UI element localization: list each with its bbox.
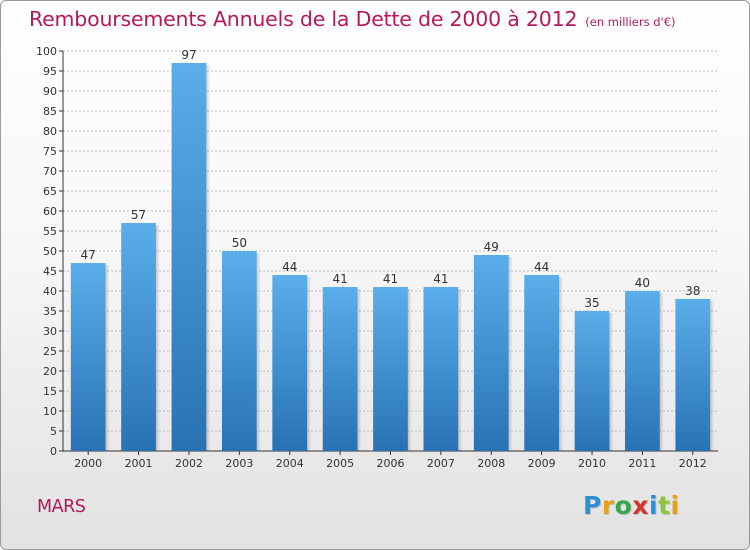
logo-letter: i [649,491,659,520]
y-tick-label: 80 [43,125,57,138]
bar-shadow [256,253,261,451]
y-tick-label: 60 [43,205,57,218]
x-tick-label: 2007 [427,457,455,470]
bar-shadow [609,313,614,451]
y-tick-label: 35 [43,305,57,318]
bar-shadow [307,277,312,451]
bar-shadow [105,265,110,451]
y-tick-label: 100 [36,45,57,58]
logo-letter: x [632,491,649,520]
bars: 47 57 97 50 44 41 41 41 49 44 35 40 38 [70,48,715,451]
x-tick-label: 2011 [628,457,656,470]
y-axis-ticks: 0 5 10 15 20 25 30 35 40 45 50 55 60 65 70 75 80 85 90 95 10… [36,45,63,458]
bar-value-label: 44 [534,260,549,274]
bar-value-label: 41 [383,272,398,286]
bar [473,255,509,451]
bar-value-label: 41 [332,272,347,286]
y-tick-label: 20 [43,365,57,378]
y-tick-label: 15 [43,385,57,398]
y-tick-label: 75 [43,145,57,158]
chart-unit-note: (en milliers d'€) [585,15,676,29]
x-tick-label: 2002 [175,457,203,470]
logo-letter: P [583,491,602,520]
bar-value-label: 49 [484,240,499,254]
y-tick-label: 25 [43,345,57,358]
chart-title-text: Remboursements Annuels de la Dette de 20… [29,7,578,31]
bar-value-label: 41 [433,272,448,286]
x-tick-label: 2004 [276,457,304,470]
x-tick-label: 2009 [528,457,556,470]
bar-value-label: 40 [635,276,650,290]
bar-value-label: 44 [282,260,297,274]
bar [625,291,660,451]
y-tick-label: 65 [43,185,57,198]
bar-value-label: 47 [81,248,96,262]
bar-shadow [458,289,463,451]
x-axis-ticks: 2000 2001 2002 2003 2004 2005 2006 2007 2008 2009… [74,451,707,470]
commune-name: MARS [37,497,86,517]
bar [423,287,459,451]
y-tick-label: 90 [43,85,57,98]
bar-value-label: 50 [232,236,247,250]
bar-shadow [357,289,362,451]
bar [524,275,560,451]
bar-value-label: 97 [181,48,196,62]
bar-shadow [155,225,160,451]
chart-title: Remboursements Annuels de la Dette de 20… [29,7,676,31]
y-tick-label: 55 [43,225,57,238]
logo-letter: i [670,491,680,520]
bar-shadow [659,293,664,451]
bar [272,275,308,451]
bar-shadow [407,289,412,451]
y-tick-label: 45 [43,265,57,278]
y-tick-label: 95 [43,65,57,78]
y-tick-label: 30 [43,325,57,338]
x-tick-label: 2010 [578,457,606,470]
x-tick-label: 2003 [225,457,253,470]
logo-letter: t [658,491,671,520]
y-tick-label: 50 [43,245,57,258]
bar [221,251,257,451]
x-tick-label: 2008 [477,457,505,470]
proxiti-logo: Proxiti [583,491,680,520]
x-tick-label: 2012 [679,457,707,470]
x-tick-label: 2000 [74,457,102,470]
logo-letter: r [601,491,615,520]
x-tick-label: 2006 [377,457,405,470]
x-tick-label: 2005 [326,457,354,470]
y-tick-label: 0 [50,445,57,458]
bar [121,223,156,451]
y-tick-label: 10 [43,405,57,418]
bar-shadow [206,65,211,451]
bar [675,299,711,451]
bar-shadow [508,257,513,451]
y-tick-label: 85 [43,105,57,118]
x-tick-label: 2001 [125,457,153,470]
bar [373,287,408,451]
bar [70,263,106,451]
y-tick-label: 5 [50,425,57,438]
y-tick-label: 70 [43,165,57,178]
bar-shadow [710,301,715,451]
bar [322,287,358,451]
logo-letter: o [614,491,633,520]
bar-value-label: 38 [685,284,700,298]
bar-value-label: 57 [131,208,146,222]
y-tick-label: 40 [43,285,57,298]
bar [574,311,610,451]
bar [171,63,207,451]
bar-value-label: 35 [584,296,599,310]
bar-shadow [559,277,564,451]
